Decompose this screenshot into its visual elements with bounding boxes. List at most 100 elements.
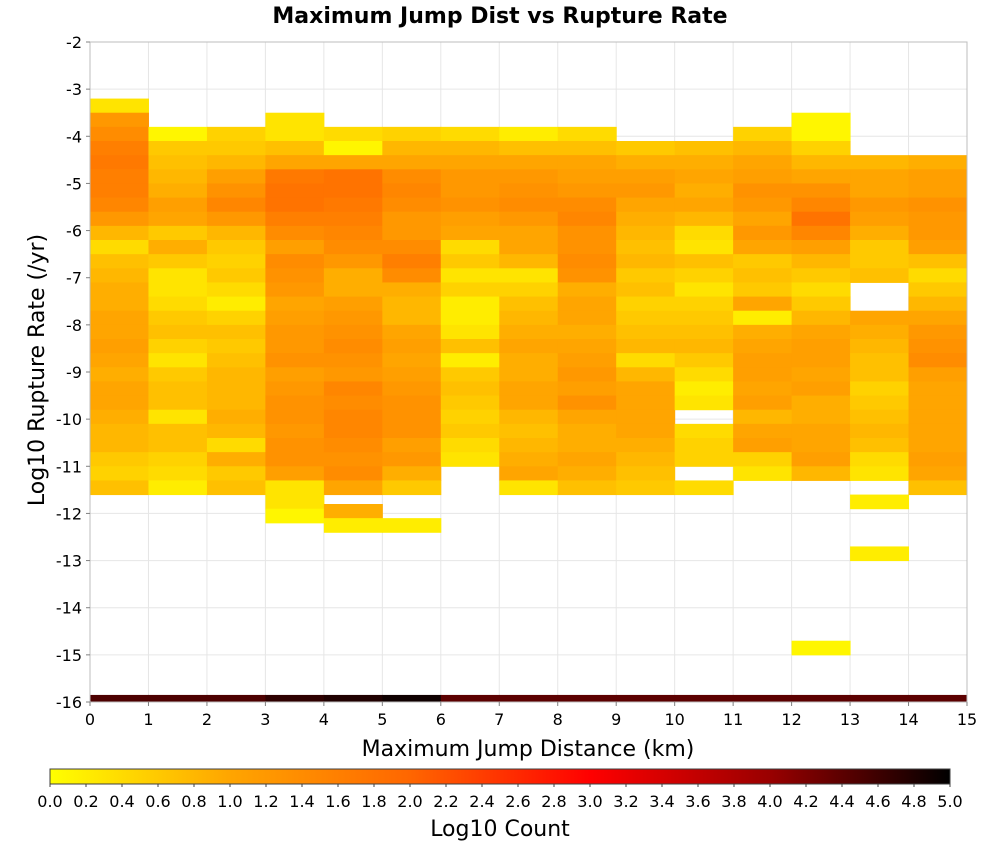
heatmap-cell xyxy=(908,240,968,255)
heatmap-cell xyxy=(265,423,325,439)
x-axis-ticks: 0 1 2 3 4 5 6 7 8 9 10 11 12 13 14 15 xyxy=(85,702,977,729)
heatmap-cell xyxy=(206,452,266,467)
colorbar-tick-label: 0.0 xyxy=(37,792,62,811)
heatmap-cell xyxy=(733,466,793,481)
colorbar-tick-label: 4.2 xyxy=(793,792,818,811)
heatmap-cell-bottom-band xyxy=(148,694,208,702)
heatmap-cell xyxy=(148,211,208,227)
heatmap-cell xyxy=(382,367,442,382)
heatmap-cell xyxy=(908,409,968,425)
heatmap-cell-bottom-band xyxy=(265,694,325,702)
heatmap-cell xyxy=(674,268,734,283)
heatmap-cell xyxy=(323,409,383,425)
heatmap-cell xyxy=(148,452,208,467)
heatmap-cell xyxy=(499,169,559,184)
heatmap-cell xyxy=(382,268,442,283)
heatmap-cell xyxy=(148,240,208,255)
heatmap-cell xyxy=(323,211,383,227)
heatmap-cell xyxy=(90,409,149,425)
x-tick-label: 15 xyxy=(957,710,977,729)
heatmap-cell xyxy=(90,126,149,142)
colorbar-tick-label: 3.4 xyxy=(649,792,674,811)
heatmap-cell xyxy=(90,155,149,170)
heatmap-cell xyxy=(265,508,325,524)
heatmap-cell xyxy=(323,155,383,170)
x-tick-label: 3 xyxy=(260,710,270,729)
heatmap-cell xyxy=(850,367,910,382)
y-tick-label: -6 xyxy=(66,222,82,241)
colorbar-tick-label: 2.0 xyxy=(397,792,422,811)
heatmap-cell-bottom-band xyxy=(440,694,500,702)
heatmap-cell xyxy=(791,310,851,326)
heatmap-cell xyxy=(674,381,734,397)
heatmap-cell xyxy=(323,353,383,368)
heatmap-cell xyxy=(616,197,676,213)
heatmap-cell xyxy=(557,310,617,326)
heatmap-cell xyxy=(850,155,910,170)
heatmap-cell xyxy=(674,423,734,439)
colorbar-tick-label: 3.8 xyxy=(721,792,746,811)
heatmap-cell xyxy=(206,197,266,213)
heatmap-cell xyxy=(382,310,442,326)
heatmap-cell xyxy=(908,169,968,184)
heatmap-cell xyxy=(674,296,734,312)
heatmap-cell xyxy=(90,211,149,227)
heatmap-cell xyxy=(148,282,208,298)
y-tick-label: -13 xyxy=(56,552,82,571)
heatmap-cell xyxy=(206,409,266,425)
colorbar-tick-label: 2.6 xyxy=(505,792,530,811)
heatmap-cell xyxy=(206,339,266,354)
heatmap-cell xyxy=(674,169,734,184)
heatmap-cell xyxy=(499,126,559,142)
heatmap-cell xyxy=(90,381,149,397)
heatmap-cell xyxy=(557,254,617,269)
colorbar-tick-label: 2.8 xyxy=(541,792,566,811)
heatmap-cell xyxy=(733,438,793,453)
heatmap-cell xyxy=(733,225,793,241)
colorbar-tick-label: 1.4 xyxy=(289,792,314,811)
heatmap-cell xyxy=(499,268,559,283)
heatmap-cell xyxy=(265,197,325,213)
heatmap-cell-bottom-band xyxy=(499,694,559,702)
heatmap-cell xyxy=(90,339,149,354)
heatmap-cell xyxy=(440,409,500,425)
heatmap-cell xyxy=(382,211,442,227)
heatmap-cell xyxy=(382,466,442,481)
heatmap-cell xyxy=(206,183,266,199)
heatmap-cell xyxy=(557,438,617,453)
heatmap-cell xyxy=(440,225,500,241)
colorbar-tick-label: 2.2 xyxy=(433,792,458,811)
heatmap-cell xyxy=(499,155,559,170)
heatmap-cell xyxy=(791,640,851,656)
heatmap-cell xyxy=(674,254,734,269)
heatmap-cell xyxy=(850,494,910,510)
heatmap-cell xyxy=(90,282,149,298)
heatmap-cell xyxy=(206,155,266,170)
heatmap-cell xyxy=(733,324,793,340)
heatmap-cell xyxy=(323,310,383,326)
heatmap-cell xyxy=(440,254,500,269)
heatmap-cell xyxy=(674,240,734,255)
y-tick-label: -11 xyxy=(56,457,82,476)
heatmap-cell xyxy=(440,452,500,467)
heatmap-cell xyxy=(440,155,500,170)
heatmap-cell xyxy=(674,452,734,467)
heatmap-cell xyxy=(791,452,851,467)
heatmap-cell xyxy=(674,310,734,326)
heatmap-cell xyxy=(733,126,793,142)
heatmap-cell xyxy=(148,141,208,156)
heatmap-cell xyxy=(90,452,149,467)
heatmap-cell xyxy=(440,141,500,156)
heatmap-cell xyxy=(90,268,149,283)
heatmap-cell xyxy=(206,353,266,368)
y-axis-label: Log10 Rupture Rate (/yr) xyxy=(25,234,50,506)
heatmap-cell xyxy=(557,240,617,255)
heatmap-cell xyxy=(616,353,676,368)
heatmap-cell xyxy=(616,254,676,269)
heatmap-cell xyxy=(90,438,149,453)
heatmap-cell xyxy=(908,452,968,467)
heatmap-cell-bottom-band xyxy=(382,694,442,702)
x-tick-label: 12 xyxy=(781,710,801,729)
heatmap-cell xyxy=(791,169,851,184)
colorbar-tick-label: 0.8 xyxy=(181,792,206,811)
